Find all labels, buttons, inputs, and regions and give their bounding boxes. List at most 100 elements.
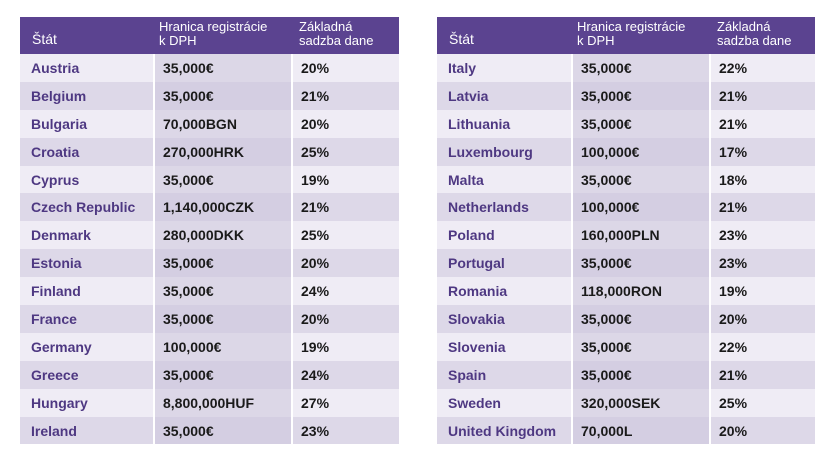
- table-row: Portugal 35,000€ 23%: [437, 249, 815, 278]
- rate-cell: 20%: [293, 54, 399, 82]
- country-cell: Slovenia: [437, 332, 571, 361]
- country-cell: Cyprus: [20, 165, 153, 194]
- country-cell: Ireland: [20, 416, 153, 445]
- table-row: Italy 35,000€ 22%: [437, 54, 815, 82]
- threshold-cell: 320,000SEK: [571, 388, 711, 417]
- table-row: Luxembourg 100,000€ 17%: [437, 137, 815, 166]
- table-row: Spain 35,000€ 21%: [437, 360, 815, 389]
- threshold-cell: 35,000€: [571, 360, 711, 389]
- table-row: Czech Republic 1,140,000CZK 21%: [20, 193, 399, 222]
- threshold-cell: 160,000PLN: [571, 221, 711, 250]
- rate-cell: 20%: [293, 305, 399, 333]
- country-cell: Netherlands: [437, 193, 571, 222]
- table-row: Slovenia 35,000€ 22%: [437, 332, 815, 361]
- header-threshold-line1: Hranica registrácie: [159, 19, 268, 34]
- rate-cell: 19%: [293, 332, 399, 361]
- country-cell: Estonia: [20, 249, 153, 278]
- rate-cell: 23%: [711, 249, 815, 278]
- country-cell: Lithuania: [437, 109, 571, 138]
- table-row: Slovakia 35,000€ 20%: [437, 305, 815, 333]
- threshold-cell: 35,000€: [153, 305, 293, 333]
- threshold-cell: 118,000RON: [571, 277, 711, 306]
- table-row: Romania 118,000RON 19%: [437, 277, 815, 306]
- country-cell: Finland: [20, 277, 153, 306]
- rate-cell: 21%: [711, 193, 815, 222]
- rate-cell: 22%: [711, 332, 815, 361]
- table-row: Croatia 270,000HRK 25%: [20, 137, 399, 166]
- rate-cell: 19%: [711, 277, 815, 306]
- header-threshold: Hranica registrácie k DPH: [571, 17, 711, 54]
- threshold-cell: 35,000€: [571, 165, 711, 194]
- rate-cell: 21%: [293, 81, 399, 110]
- country-cell: France: [20, 305, 153, 333]
- header-row: Štát Hranica registrácie k DPH Základná sa…: [20, 17, 399, 54]
- threshold-cell: 8,800,000HUF: [153, 388, 293, 417]
- rate-cell: 27%: [293, 388, 399, 417]
- threshold-cell: 35,000€: [571, 54, 711, 82]
- rate-cell: 21%: [293, 193, 399, 222]
- header-rate: Základná sadzba dane: [711, 17, 815, 54]
- threshold-cell: 35,000€: [153, 81, 293, 110]
- country-cell: Germany: [20, 332, 153, 361]
- threshold-cell: 35,000€: [571, 81, 711, 110]
- country-cell: Luxembourg: [437, 137, 571, 166]
- threshold-cell: 1,140,000CZK: [153, 193, 293, 222]
- header-rate-line1: Základná: [299, 19, 353, 34]
- table-row: United Kingdom 70,000L 20%: [437, 416, 815, 445]
- country-cell: Poland: [437, 221, 571, 250]
- table-row: Bulgaria 70,000BGN 20%: [20, 109, 399, 138]
- threshold-cell: 35,000€: [571, 332, 711, 361]
- threshold-cell: 35,000€: [153, 277, 293, 306]
- table-row: Germany 100,000€ 19%: [20, 332, 399, 361]
- table-row: Hungary 8,800,000HUF 27%: [20, 388, 399, 417]
- rate-cell: 23%: [293, 416, 399, 445]
- threshold-cell: 35,000€: [153, 416, 293, 445]
- rate-cell: 20%: [711, 416, 815, 445]
- table-row: Finland 35,000€ 24%: [20, 277, 399, 306]
- table-row: Malta 35,000€ 18%: [437, 165, 815, 194]
- rate-cell: 22%: [711, 54, 815, 82]
- header-rate-line2: sadzba dane: [717, 33, 792, 48]
- rate-cell: 23%: [711, 221, 815, 250]
- threshold-cell: 100,000€: [153, 332, 293, 361]
- header-threshold-line2: k DPH: [159, 33, 197, 48]
- header-threshold: Hranica registrácie k DPH: [153, 17, 293, 54]
- country-cell: United Kingdom: [437, 416, 571, 445]
- table-row: Netherlands 100,000€ 21%: [437, 193, 815, 222]
- country-cell: Sweden: [437, 388, 571, 417]
- rate-cell: 19%: [293, 165, 399, 194]
- country-cell: Hungary: [20, 388, 153, 417]
- table-row: Cyprus 35,000€ 19%: [20, 165, 399, 194]
- table-row: Poland 160,000PLN 23%: [437, 221, 815, 250]
- table-row: Ireland 35,000€ 23%: [20, 416, 399, 445]
- table-row: Estonia 35,000€ 20%: [20, 249, 399, 278]
- rate-cell: 25%: [293, 137, 399, 166]
- country-cell: Bulgaria: [20, 109, 153, 138]
- country-cell: Austria: [20, 54, 153, 82]
- threshold-cell: 35,000€: [571, 249, 711, 278]
- vat-table-left: Štát Hranica registrácie k DPH Základná sa…: [20, 17, 399, 445]
- header-row: Štát Hranica registrácie k DPH Základná sa…: [437, 17, 815, 54]
- country-cell: Malta: [437, 165, 571, 194]
- table-row: Denmark 280,000DKK 25%: [20, 221, 399, 250]
- country-cell: Slovakia: [437, 305, 571, 333]
- vat-table-right: Štát Hranica registrácie k DPH Základná sa…: [437, 17, 815, 445]
- threshold-cell: 35,000€: [153, 360, 293, 389]
- rate-cell: 18%: [711, 165, 815, 194]
- country-cell: Croatia: [20, 137, 153, 166]
- threshold-cell: 35,000€: [153, 54, 293, 82]
- header-rate-line1: Základná: [717, 19, 771, 34]
- rate-cell: 21%: [711, 360, 815, 389]
- header-threshold-line2: k DPH: [577, 33, 615, 48]
- country-cell: Romania: [437, 277, 571, 306]
- country-cell: Italy: [437, 54, 571, 82]
- country-cell: Denmark: [20, 221, 153, 250]
- table-row: France 35,000€ 20%: [20, 305, 399, 333]
- threshold-cell: 35,000€: [153, 249, 293, 278]
- rate-cell: 20%: [293, 109, 399, 138]
- threshold-cell: 35,000€: [153, 165, 293, 194]
- header-rate: Základná sadzba dane: [293, 17, 399, 54]
- table-row: Greece 35,000€ 24%: [20, 360, 399, 389]
- threshold-cell: 100,000€: [571, 193, 711, 222]
- table-row: Sweden 320,000SEK 25%: [437, 388, 815, 417]
